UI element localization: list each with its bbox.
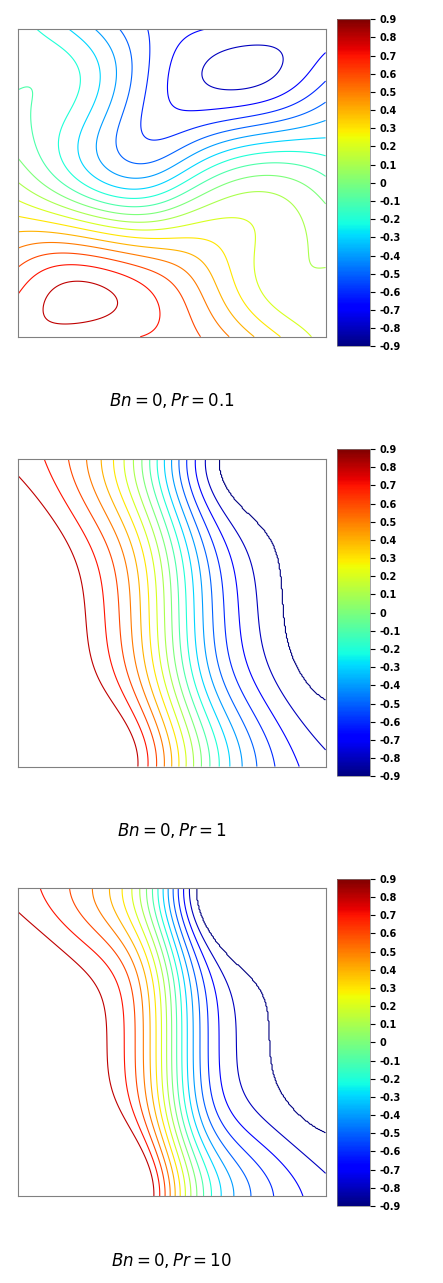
Text: $Bn = 0, Pr = 1$: $Bn = 0, Pr = 1$: [117, 821, 226, 840]
Text: $Bn = 0, Pr = 10$: $Bn = 0, Pr = 10$: [111, 1251, 232, 1270]
Text: $Bn = 0, Pr = 0.1$: $Bn = 0, Pr = 0.1$: [109, 391, 234, 411]
